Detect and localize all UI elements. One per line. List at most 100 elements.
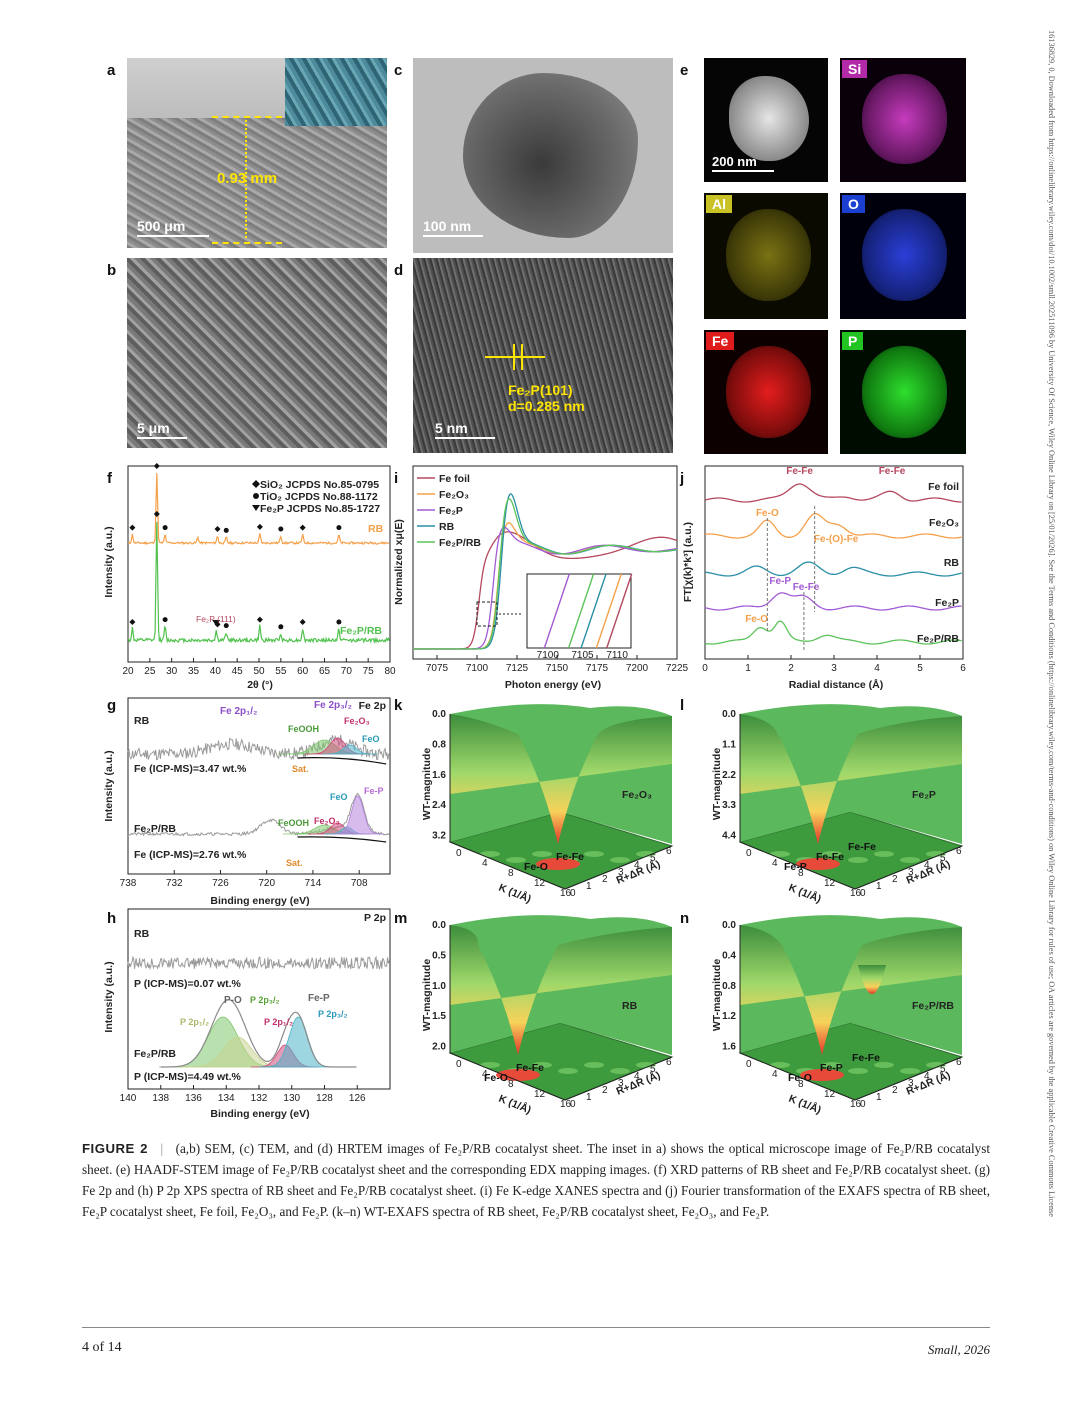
wt-ztick: 0.4 <box>722 950 736 961</box>
wt-floor-contour <box>506 857 526 863</box>
xpsfe-xtick-label: 726 <box>212 878 229 889</box>
xps-p-fe2prb-label: Fe₂P/RB <box>134 1048 176 1060</box>
wt-peak-label: Fe-Fe <box>848 841 876 853</box>
xps-p-po: P-O <box>224 995 242 1006</box>
xanes-xlabel: Photon energy (eV) <box>505 679 601 691</box>
wt-ktick: 8 <box>798 868 804 879</box>
xanes-xtick-label: 7175 <box>586 663 609 674</box>
xrd-sio2-marker <box>153 463 160 469</box>
xps-fe-chart: 738 732 726 720 714 708 Binding energy (eV) I… <box>103 697 391 907</box>
xpsp-raw-rb <box>127 955 390 971</box>
thickness-label: 0.93 mm <box>217 170 278 187</box>
wt-ktick: 16 <box>560 888 572 899</box>
xps-p-2p32-b: P 2p₃/₂ <box>318 1009 348 1019</box>
edx-label-si: Si <box>842 60 868 78</box>
ft-series-label: Fe₂O₃ <box>929 517 959 529</box>
wt-ktick: 0 <box>746 1059 752 1070</box>
xrd-xtick-label: 50 <box>253 666 265 677</box>
xrd-sio2-marker <box>214 526 221 532</box>
xpsp-xtick-label: 132 <box>251 1093 268 1104</box>
xps-fe-2p12: Fe 2p₁/₂ <box>220 706 257 717</box>
ft-line-1 <box>704 513 962 539</box>
wt-surface-valley-2 <box>858 965 886 994</box>
wt-peak-label: Fe-P <box>784 861 807 873</box>
xps-fe-ylabel: Intensity (a.u.) <box>103 750 115 821</box>
xps-fe-rb-icp: Fe (ICP-MS)=3.47 wt.% <box>134 763 247 775</box>
figure-number: FIGURE 2 <box>82 1141 148 1156</box>
xrd-tio2-marker <box>162 525 168 531</box>
wt-floor-contour <box>480 851 500 857</box>
xps-fe-sat-2: Sat. <box>286 858 303 868</box>
xrd-xtick-label: 80 <box>384 666 396 677</box>
ft-series-label: Fe foil <box>928 481 959 493</box>
edx-label-o: O <box>842 195 865 213</box>
xpsfe-component <box>332 795 384 835</box>
xanes-inset-tick: 7100 <box>537 650 560 661</box>
edx-label-al: Al <box>706 195 732 213</box>
xrd-chart: 20 25 30 35 40 45 50 55 60 65 70 75 80 2θ (°) Intens… <box>103 463 396 691</box>
xpsp-xtick-label: 126 <box>349 1093 366 1104</box>
xps-fe-rb-label: RB <box>134 715 150 727</box>
wt-ztick: 0.8 <box>432 739 446 750</box>
ft-line-3 <box>704 592 962 611</box>
sem-image-b: 5 μm <box>127 258 387 448</box>
wt-raxis <box>564 1056 673 1101</box>
wt-ztick: 0.0 <box>432 709 446 720</box>
xps-p-2p32-a: P 2p₃/₂ <box>250 995 280 1005</box>
wt-rtick: 6 <box>666 1057 672 1068</box>
ft-frame <box>704 465 964 660</box>
ft-line-0 <box>704 483 962 503</box>
wt-klabel: K (1/Å) <box>497 1092 533 1117</box>
panel-label-k: k <box>394 697 403 714</box>
xrd-tio2-marker <box>162 617 168 623</box>
panel-label-l: l <box>680 697 685 714</box>
wt-rtick: 0 <box>570 1099 576 1110</box>
wt-raxis <box>564 845 673 890</box>
xpsfe-xtick-label: 714 <box>305 878 322 889</box>
xps-fe-feo: FeO <box>362 734 380 744</box>
wt-rtick: 5 <box>650 1064 656 1075</box>
xrd-sio2-marker <box>256 523 263 530</box>
ft-peak-label: Fe-O <box>756 508 779 519</box>
wt-ztick: 0.0 <box>432 920 446 931</box>
wt-ztick: 0.8 <box>722 981 736 992</box>
ft-xtick-label: 5 <box>917 663 923 674</box>
wt-rtick: 2 <box>602 874 608 885</box>
ft-xtick-label: 4 <box>874 663 880 674</box>
ft-exafs-chart: 0 1 2 3 4 5 6 Radial distance (Å) FT[χ(k)*k³] … <box>682 465 966 691</box>
xps-fe-fe2o3-2: Fe₂O₃ <box>314 816 340 826</box>
xanes-inset <box>526 573 632 649</box>
xps-p-xlabel: Binding energy (eV) <box>210 1108 309 1120</box>
wt-ktick: 0 <box>456 848 462 859</box>
ft-ylabel: FT[χ(k)*k³] (a.u.) <box>682 522 694 602</box>
wt-floor-hotspot <box>800 1069 844 1081</box>
wt-surface-valley <box>740 714 962 844</box>
xps-p-title: P 2p <box>364 912 386 924</box>
xps-fe-sat: Sat. <box>292 764 309 774</box>
wt-floor-contour <box>874 851 894 857</box>
wt-floor-contour <box>770 1062 790 1068</box>
wt-floor-contour <box>770 851 790 857</box>
figure-caption: FIGURE 2 | (a,b) SEM, (c) TEM, and (d) H… <box>82 1141 990 1219</box>
xrd-xlabel: 2θ (°) <box>247 679 273 691</box>
ft-peak-label: Fe-O <box>745 614 768 625</box>
wt-ktick: 8 <box>508 868 514 879</box>
ft-series-label: Fe₂P <box>935 597 959 609</box>
wt-ktick: 12 <box>824 878 836 889</box>
wt-floor-contour <box>584 851 604 857</box>
caption-text: (a,b) SEM, (c) TEM, and (d) HRTEM images… <box>82 1141 990 1219</box>
ft-xtick-label: 1 <box>745 663 751 674</box>
xrd-legend-tio2: TiO₂ JCPDS No.88-1172 <box>260 491 378 503</box>
xps-p-rb-icp: P (ICP-MS)=0.07 wt.% <box>134 978 242 990</box>
wt-klabel: K (1/Å) <box>787 1092 823 1117</box>
wt-kaxis <box>739 1052 856 1101</box>
wt-floor-contour <box>636 1062 656 1068</box>
panel-label-i: i <box>394 470 399 487</box>
wt-kaxis <box>449 1052 566 1101</box>
wt-sample-label: RB <box>622 1000 638 1012</box>
wt-ztick: 1.2 <box>722 1011 736 1022</box>
xps-fe-fe2prb-label: Fe₂P/RB <box>134 823 176 835</box>
xrd-xtick-label: 60 <box>297 666 309 677</box>
xrd-sio2-marker <box>129 524 136 531</box>
xrd-xtick-label: 70 <box>341 666 353 677</box>
